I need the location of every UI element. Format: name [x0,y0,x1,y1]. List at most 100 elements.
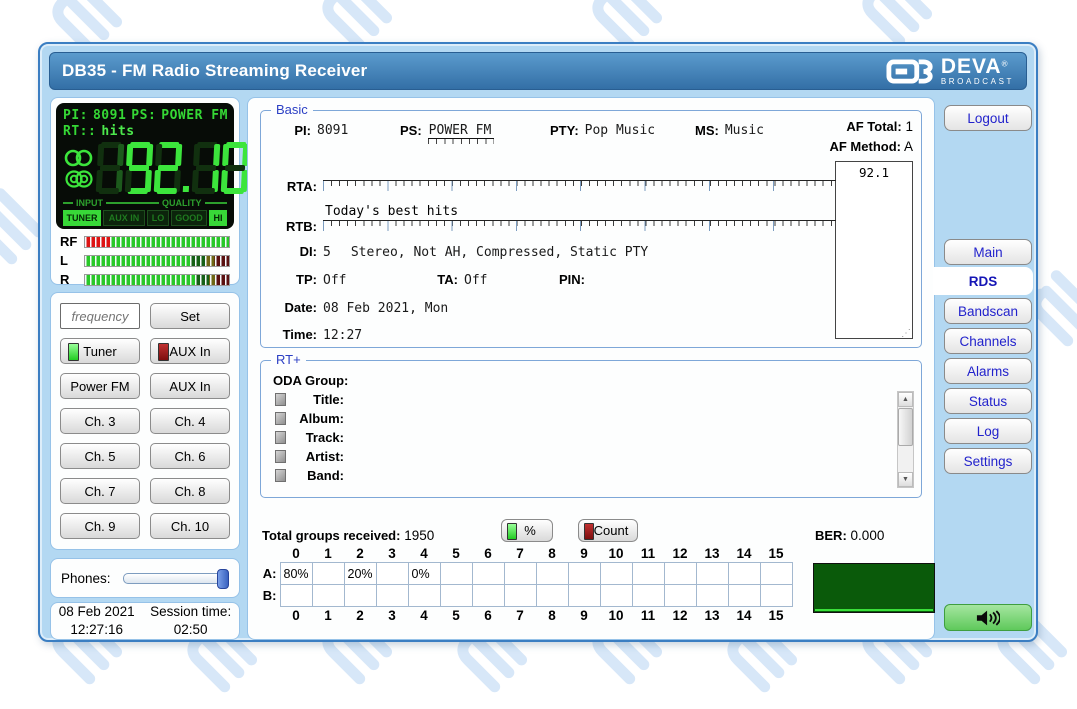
af-total-label: AF Total: [846,119,901,134]
rta-ruler [323,180,836,194]
group-col-header: 8 [536,545,568,563]
group-col-header: 7 [504,607,536,625]
sidebar-item-rds[interactable]: RDS [933,267,1033,295]
group-cell-a: 20% [344,563,376,585]
rds-time-value: 12:27 [323,328,362,343]
channel-3-button[interactable]: Ch. 3 [60,408,140,434]
group-cell-a: 0% [408,563,440,585]
group-col-header: 7 [504,545,536,563]
logout-button[interactable]: Logout [944,105,1032,131]
db-logo-icon [886,58,936,85]
aux-in-led [158,343,169,361]
ms-label: MS: [695,123,719,138]
aux-in-button[interactable]: AUX In [150,338,230,364]
frequency-input[interactable] [60,303,140,329]
channel-7-button[interactable]: Ch. 7 [60,478,140,504]
sidebar-item-status[interactable]: Status [944,388,1032,414]
right-meter [84,274,230,286]
rtplus-title-label: Title: [294,392,344,407]
channel-10-button[interactable]: Ch. 10 [150,513,230,539]
rds-content-panel: Basic PI:8091 PS: POWER FM PTY:Pop Music… [247,97,935,640]
af-list-item[interactable]: 92.1 [836,165,912,180]
channel-6-button[interactable]: Ch. 6 [150,443,230,469]
group-cell-a [376,563,408,585]
group-cell-b [440,585,472,607]
preset-aux-in-button[interactable]: AUX In [150,373,230,399]
header-bar: DB35 - FM Radio Streaming Receiver DEVA®… [49,52,1027,90]
scroll-down-icon[interactable]: ▼ [898,472,913,487]
basic-legend: Basic [271,102,313,117]
session-time-label: Session time: [150,603,231,621]
rds-date-value: 08 Feb 2021, Mon [323,301,448,316]
group-col-header: 9 [568,607,600,625]
group-cell-a [312,563,344,585]
group-cell-b [536,585,568,607]
group-cell-b [728,585,760,607]
channel-9-button[interactable]: Ch. 9 [60,513,140,539]
total-groups-label: Total groups received: [262,528,400,543]
rtplus-scrollbar[interactable]: ▲ ▼ [897,391,914,488]
af-method-label: AF Method: [829,139,900,154]
app-window: DB35 - FM Radio Streaming Receiver DEVA®… [38,42,1038,642]
group-col-header: 14 [728,607,760,625]
session-time: Session time: 02:50 [150,603,231,638]
audio-mute-button[interactable] [944,604,1032,631]
device-date: 08 Feb 2021 [59,603,135,621]
rtplus-indicator-icon [275,469,286,482]
group-cell-a [568,563,600,585]
brand-registered: ® [1002,60,1008,69]
input-section-label: INPUT [76,198,103,208]
channel-4-button[interactable]: Ch. 4 [150,408,230,434]
pty-value: Pop Music [585,123,655,138]
sidebar-item-settings[interactable]: Settings [944,448,1032,474]
phones-volume-thumb[interactable] [217,569,229,589]
rtplus-indicator-icon [275,412,286,425]
deva-logo: DEVA® BROADCAST [886,56,1014,86]
hi-badge: HI [209,210,227,226]
af-list[interactable]: 92.1 ⋰ [835,161,913,339]
sidebar-item-log[interactable]: Log [944,418,1032,444]
channel-5-button[interactable]: Ch. 5 [60,443,140,469]
lcd-pi-value: 8091 [93,108,126,123]
sidebar-item-bandscan[interactable]: Bandscan [944,298,1032,324]
sidebar-item-main[interactable]: Main [944,239,1032,265]
sidebar-item-alarms[interactable]: Alarms [944,358,1032,384]
channel-8-button[interactable]: Ch. 8 [150,478,230,504]
group-col-header: 13 [696,607,728,625]
lcd-rt-line: RT::hits [63,124,227,140]
pin-label: PIN: [559,272,585,287]
count-mode-button[interactable]: Count [578,519,638,542]
group-row-label: B: [260,585,280,607]
group-col-header: 13 [696,545,728,563]
resize-grip-icon[interactable]: ⋰ [901,328,911,339]
rtplus-row: Album: [275,410,921,427]
rta-field [323,164,836,194]
rtplus-row: Track: [275,429,921,446]
phones-volume-slider[interactable] [123,573,229,584]
right-meter-label: R [60,272,84,287]
group-col-header: 6 [472,607,504,625]
speaker-icon [976,609,1000,627]
set-button[interactable]: Set [150,303,230,329]
tuner-led [68,343,79,361]
group-cell-a [632,563,664,585]
ber-value: 0.000 [851,528,885,543]
preset-power-fm-button[interactable]: Power FM [60,373,140,399]
rta-value [323,164,836,180]
group-col-header: 3 [376,607,408,625]
group-col-header: 4 [408,607,440,625]
tuner-badge: TUNER [63,210,101,226]
sidebar-item-channels[interactable]: Channels [944,328,1032,354]
di-value: 5 [323,245,331,260]
phones-label: Phones: [61,571,111,586]
ps-value: POWER FM [428,123,494,139]
lcd-pi-label: PI: [63,108,88,123]
scrollbar-thumb[interactable] [898,408,913,446]
tuner-button[interactable]: Tuner [60,338,140,364]
rtplus-row: Title: [275,391,921,408]
ps-label: PS: [400,123,422,138]
phones-panel: Phones: [50,558,240,598]
group-cell-a [472,563,504,585]
scroll-up-icon[interactable]: ▲ [898,392,913,407]
percent-mode-button[interactable]: % [501,519,553,542]
